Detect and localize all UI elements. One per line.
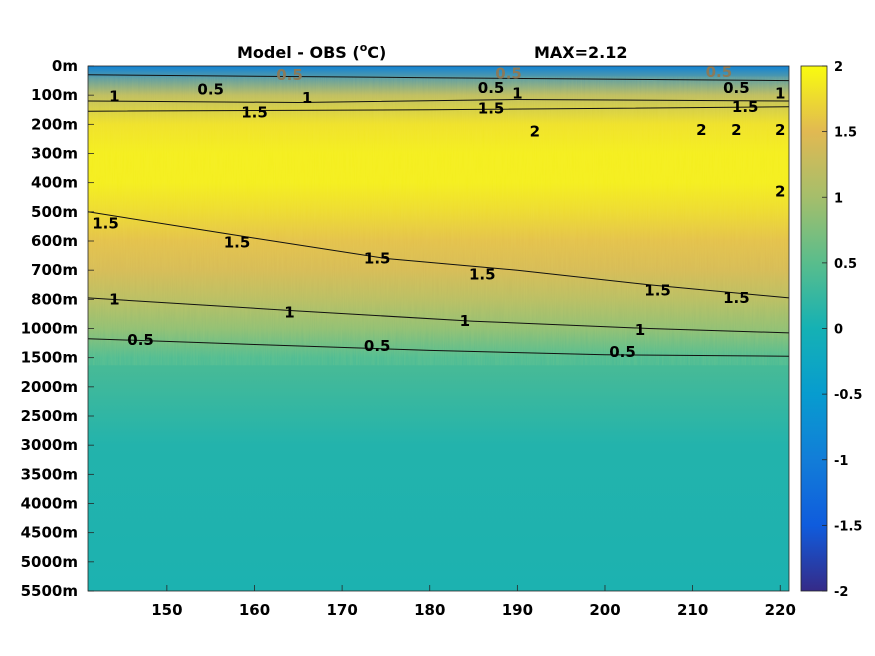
contour-label: 1.5 xyxy=(644,282,671,300)
contour-lines xyxy=(87,74,790,357)
contour-label: 1.5 xyxy=(478,99,505,117)
y-tick-label: 500m xyxy=(31,203,78,221)
contour-label: 2 xyxy=(696,121,706,139)
contour-label: 1 xyxy=(302,89,312,107)
contour-line xyxy=(87,74,790,82)
contour-label: 1.5 xyxy=(224,234,251,252)
colorbar-tick-label: -1 xyxy=(834,454,848,469)
contour-labels: 0.5 0.5 0.51 0.5 10.5 1 0.5 11.5 1.5 1.52 2 2 221.51… xyxy=(92,63,785,361)
contour-label: 0.5 xyxy=(197,80,224,98)
contour-label: 2 xyxy=(731,121,741,139)
y-tick-label: 4000m xyxy=(21,495,78,513)
y-tick-label: 5500m xyxy=(21,582,78,600)
contour-label: 0.5 xyxy=(276,66,303,84)
x-tick-label: 150 xyxy=(151,601,182,619)
y-tick-label: 5000m xyxy=(21,553,78,571)
y-tick-label: 3500m xyxy=(21,465,78,483)
contour-label: 2 xyxy=(775,182,785,200)
colorbar: 2 1.5 1 0.5 0 -0.5 -1 -1.5 -2 xyxy=(800,60,862,600)
contour-label: 1 xyxy=(109,290,119,308)
heatmap-texture xyxy=(88,76,789,366)
colorbar-tick-label: -0.5 xyxy=(834,388,862,403)
contour-label: 1.5 xyxy=(469,266,496,284)
x-tick-label: 210 xyxy=(677,601,708,619)
plot-area: 0.5 0.5 0.51 0.5 10.5 1 0.5 11.5 1.5 1.52 2 2 221.51… xyxy=(87,63,790,592)
contour-label: 1.5 xyxy=(364,250,391,268)
y-tick-label: 400m xyxy=(31,174,78,192)
contour-label: 0.5 xyxy=(609,343,636,361)
y-tick-label: 600m xyxy=(31,232,78,250)
contour-label: 1 xyxy=(109,88,119,106)
y-tick-label: 1000m xyxy=(21,320,78,338)
y-tick-label: 3000m xyxy=(21,436,78,454)
contour-label: 1.5 xyxy=(92,215,119,233)
y-tick-label: 0m xyxy=(52,57,78,75)
contour-label: 2 xyxy=(775,121,785,139)
contour-label: 2 xyxy=(530,123,540,141)
colorbar-tick-label: -1.5 xyxy=(834,519,862,534)
contour-line xyxy=(87,297,790,334)
colorbar-tick-label: 1.5 xyxy=(834,126,857,141)
contour-label: 1 xyxy=(775,85,785,103)
contour-label: 1 xyxy=(284,304,294,322)
y-tick-label: 2500m xyxy=(21,407,78,425)
contour-label: 0.5 xyxy=(706,63,733,81)
colorbar-tick-label: 0.5 xyxy=(834,257,857,272)
colorbar-ticks: 2 1.5 1 0.5 0 -0.5 -1 -1.5 -2 xyxy=(822,60,862,600)
y-tick-label: 300m xyxy=(31,145,78,163)
y-tick-label: 100m xyxy=(31,86,78,104)
contour-line xyxy=(87,338,790,357)
y-tick-label: 700m xyxy=(31,261,78,279)
y-tick-label: 200m xyxy=(31,115,78,133)
contour-label: 1.5 xyxy=(241,104,268,122)
x-axis: 150 160 170 180 190 200 210 220 xyxy=(151,585,796,619)
contour-line xyxy=(87,106,790,112)
x-tick-label: 170 xyxy=(326,601,357,619)
y-tick-label: 800m xyxy=(31,290,78,308)
x-tick-label: 220 xyxy=(765,601,796,619)
chart-title: Model - OBS (oC) xyxy=(237,41,386,62)
x-tick-label: 160 xyxy=(239,601,270,619)
colorbar-tick-label: 2 xyxy=(834,60,843,75)
x-tick-label: 190 xyxy=(502,601,533,619)
contour-label: 1 xyxy=(460,312,470,330)
contour-label: 0.5 xyxy=(723,79,750,97)
x-tick-label: 180 xyxy=(414,601,445,619)
max-label: MAX=2.12 xyxy=(534,43,628,62)
y-tick-label: 1500m xyxy=(21,349,78,367)
contour-line xyxy=(87,98,790,104)
x-tick-label: 200 xyxy=(589,601,620,619)
y-axis: 0m 100m 200m 300m 400m 500m 600m 700m 800m 1000m 1… xyxy=(21,57,94,600)
contour-line xyxy=(87,211,790,299)
contour-label: 1 xyxy=(512,85,522,103)
y-tick-label: 4500m xyxy=(21,524,78,542)
contour-label: 0.5 xyxy=(364,337,391,355)
contour-label: 0.5 xyxy=(127,331,154,349)
contour-label: 0.5 xyxy=(495,64,522,82)
contour-label: 1.5 xyxy=(723,289,750,307)
colorbar-tick-label: -2 xyxy=(834,585,848,600)
contour-label: 0.5 xyxy=(478,79,505,97)
contour-label: 1 xyxy=(635,321,645,339)
colorbar-tick-label: 0 xyxy=(834,323,843,338)
contour-label: 1.5 xyxy=(732,98,759,116)
colorbar-tick-label: 1 xyxy=(834,191,843,206)
y-tick-label: 2000m xyxy=(21,378,78,396)
colorbar-frame xyxy=(800,65,828,592)
